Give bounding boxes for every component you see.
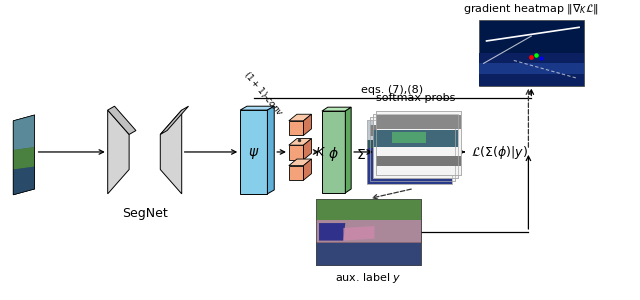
Text: $\Sigma$: $\Sigma$ [356, 148, 366, 162]
Text: SegNet: SegNet [122, 208, 168, 220]
Polygon shape [303, 159, 312, 180]
Polygon shape [303, 114, 312, 135]
Text: softmax probs: softmax probs [376, 93, 455, 103]
Bar [367, 120, 452, 184]
Bar [240, 110, 268, 194]
Text: $\mathcal{L}(\Sigma(\phi)|y)$: $\mathcal{L}(\Sigma(\phi)|y)$ [471, 144, 528, 161]
Polygon shape [289, 166, 303, 180]
Bar [376, 111, 461, 175]
Polygon shape [13, 115, 35, 195]
Polygon shape [13, 115, 35, 150]
Point [536, 55, 546, 60]
Bar [376, 115, 461, 129]
Bar [372, 114, 458, 178]
Point [526, 54, 536, 59]
Bar [428, 120, 452, 144]
Polygon shape [289, 139, 312, 145]
Bar [372, 130, 458, 147]
Bar [372, 114, 458, 178]
Bar [316, 242, 421, 266]
Text: $\phi$: $\phi$ [328, 145, 339, 163]
Bar [367, 140, 452, 148]
Point [531, 52, 541, 57]
Polygon shape [268, 106, 274, 194]
Polygon shape [13, 167, 35, 195]
Bar [370, 125, 456, 136]
Bar [376, 156, 461, 166]
Text: $K$: $K$ [316, 146, 326, 159]
Polygon shape [160, 110, 182, 194]
Bar [479, 52, 584, 86]
Polygon shape [289, 121, 303, 135]
Polygon shape [322, 107, 351, 111]
Bar [316, 199, 421, 265]
Polygon shape [108, 106, 136, 134]
Bar [367, 120, 452, 142]
Polygon shape [160, 106, 189, 134]
Polygon shape [319, 223, 346, 241]
Bar [370, 117, 456, 181]
Bar [370, 125, 456, 136]
Polygon shape [346, 107, 351, 193]
Polygon shape [240, 106, 274, 110]
Text: $(1+1)$-conv: $(1+1)$-conv [241, 68, 287, 119]
Polygon shape [13, 147, 35, 170]
Text: aux. label $y$: aux. label $y$ [335, 271, 402, 285]
Text: eqs. (7),(8): eqs. (7),(8) [361, 85, 423, 95]
Bar [316, 199, 421, 220]
Polygon shape [303, 139, 312, 160]
Bar [479, 20, 584, 86]
Bar [376, 111, 461, 175]
Polygon shape [289, 159, 312, 166]
Polygon shape [344, 226, 374, 241]
Bar [367, 120, 452, 184]
Bar [316, 220, 421, 242]
Polygon shape [108, 110, 129, 194]
Bar [322, 111, 346, 193]
Text: $\psi$: $\psi$ [248, 146, 259, 161]
Bar [392, 131, 426, 143]
Bar [367, 142, 452, 184]
Text: gradient heatmap $\|\nabla_K \mathcal{L}\|$: gradient heatmap $\|\nabla_K \mathcal{L}… [463, 2, 600, 16]
Polygon shape [289, 145, 303, 160]
Bar [316, 199, 421, 265]
Bar [479, 63, 584, 74]
Bar [370, 117, 456, 181]
Polygon shape [289, 114, 312, 121]
